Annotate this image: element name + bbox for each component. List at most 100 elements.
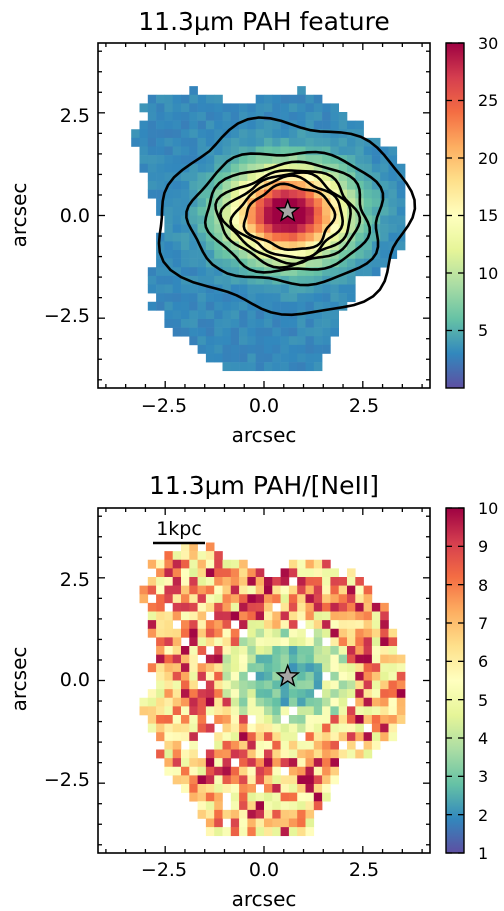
heatmap-cell xyxy=(164,319,173,328)
heatmap-cell xyxy=(355,594,364,604)
heatmap-cell xyxy=(272,258,281,268)
heatmap-cell xyxy=(164,663,173,673)
heatmap-cell xyxy=(205,120,215,130)
heatmap-cell xyxy=(355,715,364,724)
heatmap-cell xyxy=(239,663,248,673)
heatmap-cell xyxy=(288,94,298,104)
heatmap-cell xyxy=(189,740,198,750)
heatmap-cell xyxy=(330,663,339,673)
heatmap-cell xyxy=(205,181,215,190)
heatmap-cell xyxy=(330,585,339,595)
heatmap-cell xyxy=(297,181,306,190)
heatmap-cell xyxy=(255,646,265,655)
heatmap-cell xyxy=(172,758,182,768)
heatmap-cell xyxy=(338,163,348,173)
heatmap-cell xyxy=(280,602,290,612)
heatmap-cell xyxy=(322,241,331,251)
heatmap-cell xyxy=(288,353,298,363)
heatmap-cell xyxy=(164,654,173,664)
heatmap-cell xyxy=(305,715,315,724)
heatmap-cell xyxy=(164,740,173,750)
heatmap-cell xyxy=(214,327,223,337)
heatmap-cell xyxy=(297,327,306,337)
heatmap-cell xyxy=(330,568,339,578)
heatmap-cell xyxy=(280,267,290,277)
heatmap-cell xyxy=(222,809,232,819)
heatmap-cell xyxy=(297,827,306,837)
heatmap-cell xyxy=(164,103,173,113)
heatmap-cell xyxy=(189,232,198,242)
heatmap-cell xyxy=(255,594,265,604)
heatmap-cell xyxy=(297,628,306,638)
heatmap-cell xyxy=(280,637,290,647)
heatmap-cell xyxy=(388,198,398,208)
heatmap-cell xyxy=(197,637,207,647)
heatmap-cell xyxy=(347,585,356,595)
heatmap-cell xyxy=(239,809,248,819)
heatmap-cell xyxy=(189,628,198,638)
heatmap-cell xyxy=(272,112,281,121)
heatmap-cell xyxy=(330,740,339,750)
heatmap-cell xyxy=(156,275,165,285)
heatmap-cell xyxy=(322,663,331,673)
heatmap-cell xyxy=(380,663,389,673)
heatmap-cell xyxy=(164,620,173,630)
heatmap-cell xyxy=(322,723,331,733)
heatmap-cell xyxy=(264,758,273,768)
heatmap-cell xyxy=(239,602,248,612)
heatmap-cell xyxy=(313,215,323,225)
heatmap-cell xyxy=(264,784,273,793)
heatmap-cell xyxy=(247,206,256,216)
heatmap-cell xyxy=(214,758,223,768)
heatmap-cell xyxy=(239,336,248,346)
heatmap-cell xyxy=(205,284,215,294)
heatmap-cell xyxy=(181,602,190,612)
heatmap-cell xyxy=(272,129,281,139)
heatmap-cell xyxy=(172,284,182,294)
heatmap-cell xyxy=(222,628,232,638)
heatmap-cell xyxy=(347,258,356,268)
heatmap-cell xyxy=(197,628,207,638)
heatmap-cell xyxy=(230,706,240,716)
heatmap-cell xyxy=(272,706,281,716)
heatmap-cell xyxy=(181,663,190,673)
heatmap-cell xyxy=(205,775,215,785)
heatmap-cell xyxy=(264,362,273,372)
heatmap-cell xyxy=(264,353,273,363)
heatmap-cell xyxy=(230,198,240,208)
heatmap-cell xyxy=(172,137,182,147)
heatmap-cell xyxy=(347,740,356,750)
heatmap-cell xyxy=(222,258,232,268)
heatmap-cell xyxy=(272,327,281,337)
heatmap-cell xyxy=(305,697,315,707)
heatmap-cell xyxy=(181,327,190,337)
heatmap-cell xyxy=(255,775,265,785)
heatmap-cell xyxy=(181,551,190,561)
heatmap-cell xyxy=(272,232,281,242)
heatmap-cell xyxy=(355,267,364,277)
heatmap-cell xyxy=(305,818,315,828)
heatmap-cell xyxy=(239,163,248,173)
heatmap-cell xyxy=(280,284,290,294)
heatmap-cell xyxy=(396,689,406,699)
heatmap-cell xyxy=(197,568,207,578)
heatmap-cell xyxy=(189,112,198,121)
heatmap-cell xyxy=(214,611,223,621)
heatmap-cell xyxy=(288,697,298,707)
heatmap-cell xyxy=(305,103,315,113)
heatmap-cell xyxy=(222,568,232,578)
heatmap-cell xyxy=(172,628,182,638)
heatmap-cell xyxy=(396,697,406,707)
heatmap-cell xyxy=(197,551,207,561)
heatmap-cell xyxy=(239,353,248,363)
panel1-ylabel: arcsec xyxy=(7,183,31,248)
heatmap-cell xyxy=(288,775,298,785)
heatmap-cell xyxy=(280,818,290,828)
heatmap-cell xyxy=(297,689,306,699)
heatmap-cell xyxy=(239,310,248,320)
heatmap-cell xyxy=(338,654,348,664)
heatmap-cell xyxy=(181,646,190,655)
heatmap-cell xyxy=(214,689,223,699)
heatmap-cell xyxy=(214,551,223,561)
heatmap-cell xyxy=(247,129,256,139)
